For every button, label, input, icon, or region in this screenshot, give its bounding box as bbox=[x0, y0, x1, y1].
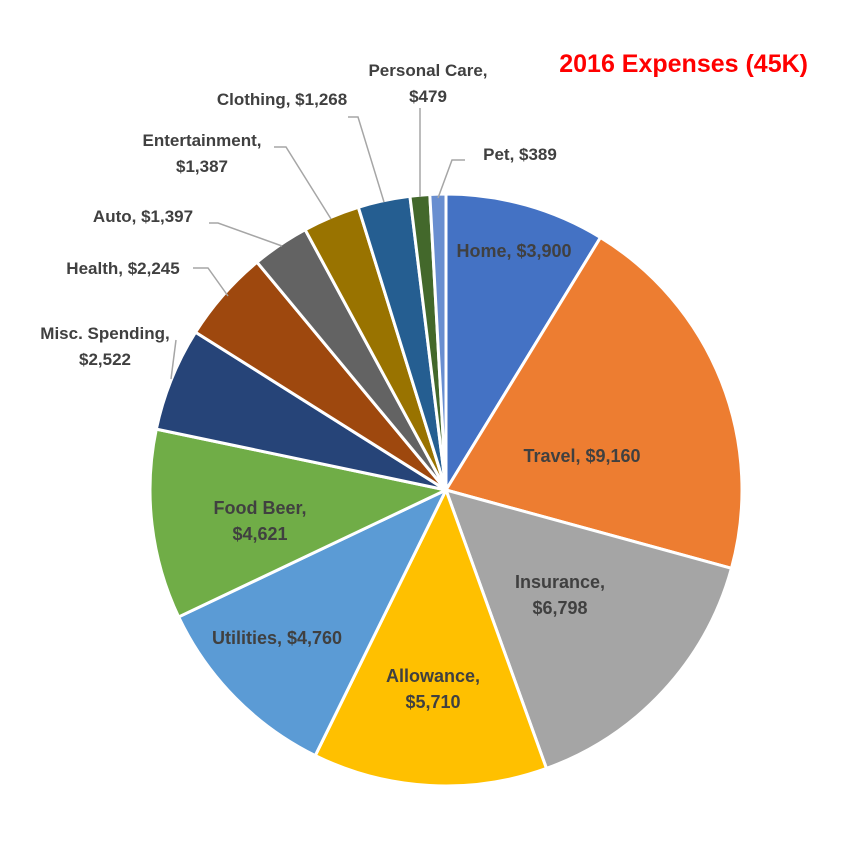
slice-label-food-beer: Food Beer, $4,621 bbox=[213, 498, 306, 544]
slice-label-auto: Auto, $1,397 bbox=[93, 207, 193, 226]
slice-label-line: $6,798 bbox=[532, 598, 587, 618]
slice-label-home: Home, $3,900 bbox=[456, 241, 571, 261]
slice-label-line: Personal Care, bbox=[368, 61, 487, 80]
pie-slice-home bbox=[444, 192, 602, 492]
leader-line-health bbox=[193, 267, 229, 297]
pie-slice-pet bbox=[428, 192, 448, 492]
pie-slice-insurance bbox=[444, 488, 733, 770]
slice-label-line: $5,710 bbox=[405, 692, 460, 712]
slice-label-health: Health, $2,245 bbox=[66, 259, 179, 278]
slice-label-line: Utilities, $4,760 bbox=[212, 628, 342, 648]
slice-label-line: Health, $2,245 bbox=[66, 259, 179, 278]
leader-line-misc-spending bbox=[170, 339, 177, 380]
slice-label-line: Travel, $9,160 bbox=[523, 446, 640, 466]
pie-slice-food-beer bbox=[148, 427, 448, 619]
pie-slice-travel bbox=[444, 236, 744, 570]
leader-lines bbox=[170, 108, 465, 380]
slice-label-line: $2,522 bbox=[79, 350, 131, 369]
leader-line-auto bbox=[209, 222, 283, 247]
slice-label-line: Misc. Spending, bbox=[40, 324, 169, 343]
slice-label-utilities: Utilities, $4,760 bbox=[212, 628, 342, 648]
pie-slice-utilities bbox=[177, 488, 448, 758]
slice-label-travel: Travel, $9,160 bbox=[523, 446, 640, 466]
leader-line-clothing bbox=[348, 116, 385, 203]
chart-title: 2016 Expenses (45K) bbox=[559, 50, 808, 78]
slice-labels: Home, $3,900 Travel, $9,160 Insurance, $6,7… bbox=[40, 61, 640, 712]
slice-label-line: Food Beer, bbox=[213, 498, 306, 518]
pie-slices bbox=[148, 192, 744, 788]
pie-slice-allowance bbox=[313, 488, 548, 788]
slice-label-line: $1,387 bbox=[176, 157, 228, 176]
slice-label-line: Home, $3,900 bbox=[456, 241, 571, 261]
slice-label-line: Allowance, bbox=[386, 666, 480, 686]
slice-label-line: $479 bbox=[409, 87, 447, 106]
slice-label-line: Pet, $389 bbox=[483, 145, 557, 164]
slice-label-line: $4,621 bbox=[232, 524, 287, 544]
slice-label-clothing: Clothing, $1,268 bbox=[217, 90, 347, 109]
slice-label-line: Auto, $1,397 bbox=[93, 207, 193, 226]
slice-label-insurance: Insurance, $6,798 bbox=[515, 572, 605, 618]
leader-line-pet bbox=[437, 159, 465, 199]
slice-label-misc-spending: Misc. Spending, $2,522 bbox=[40, 324, 169, 369]
slice-label-line: Insurance, bbox=[515, 572, 605, 592]
slice-label-pet: Pet, $389 bbox=[483, 145, 557, 164]
slice-label-entertainment: Entertainment, $1,387 bbox=[142, 131, 261, 176]
slice-label-allowance: Allowance, $5,710 bbox=[386, 666, 480, 712]
leader-line-entertainment bbox=[274, 146, 332, 220]
slice-label-line: Clothing, $1,268 bbox=[217, 90, 347, 109]
slice-label-line: Entertainment, bbox=[142, 131, 261, 150]
slice-label-personal-care: Personal Care, $479 bbox=[368, 61, 487, 106]
